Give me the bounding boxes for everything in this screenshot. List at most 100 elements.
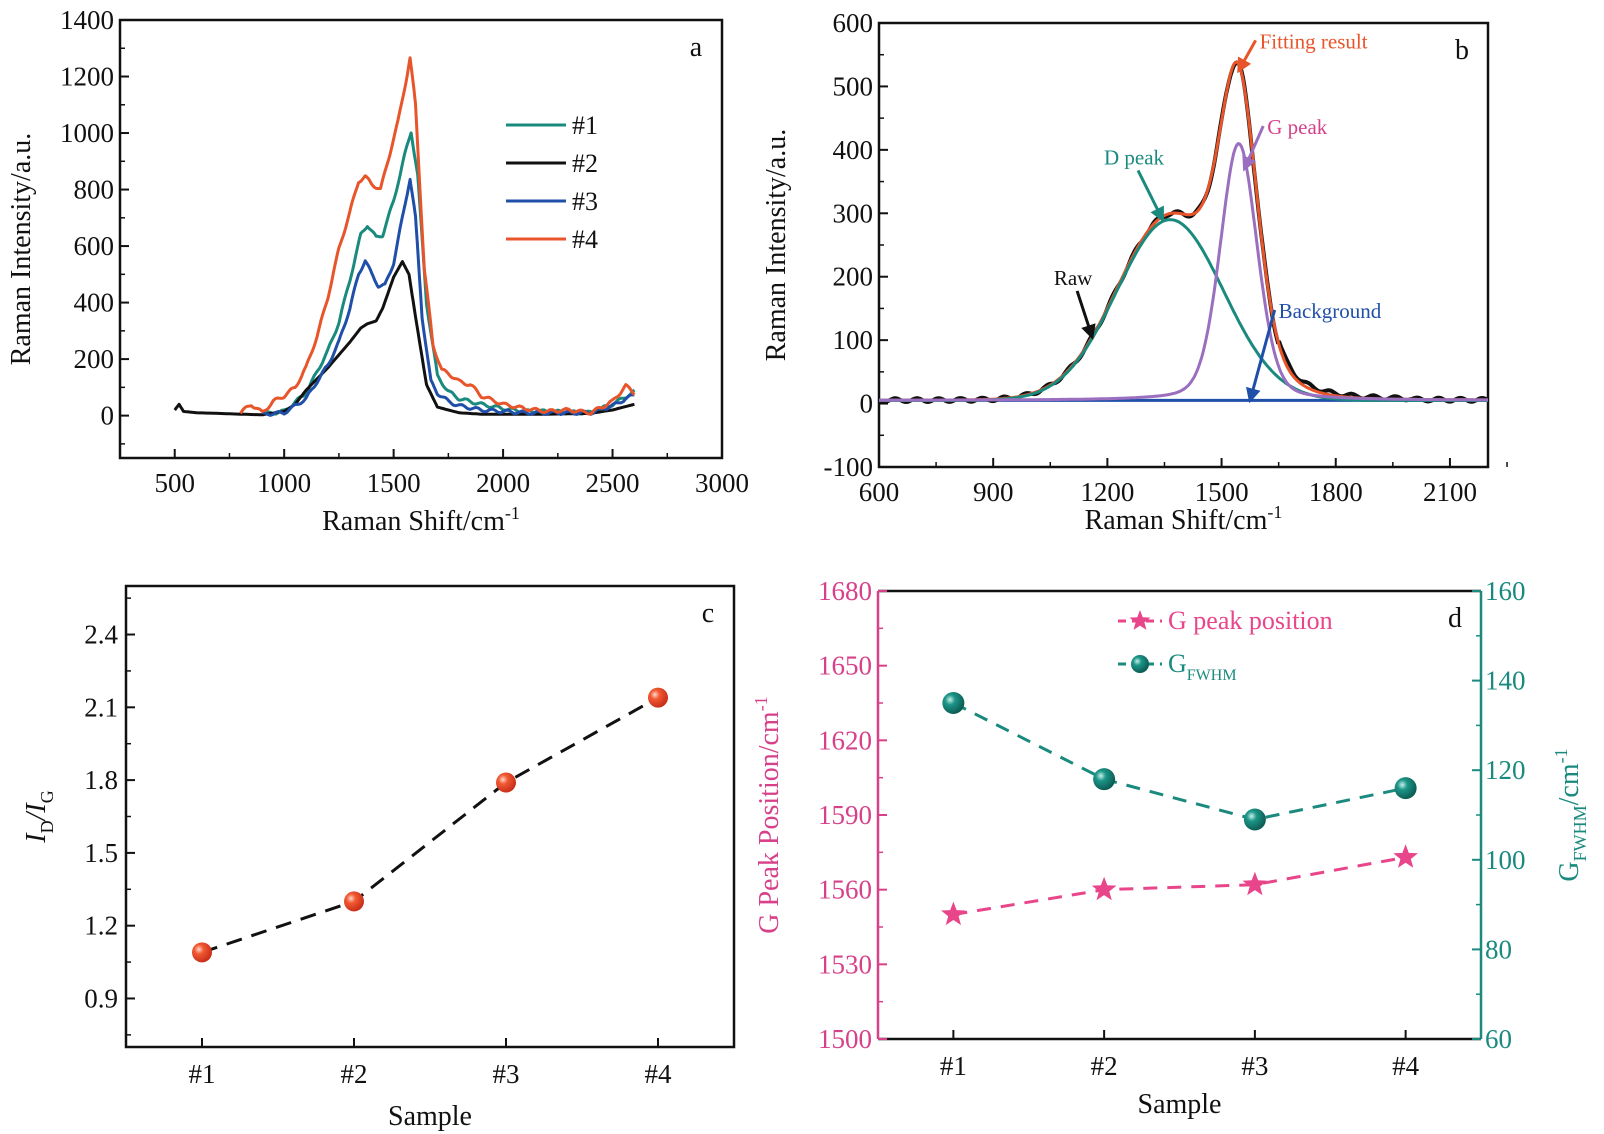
- panel-b-peak-fitting: 600 900 1200 1500 1800 2100 -100 0 100 200 300 400 5…: [761, 8, 1508, 536]
- y-tick-label: 0: [101, 401, 115, 431]
- x-axis-title: Raman Shift/cm-1: [322, 503, 520, 537]
- y-tick-label: 2.4: [84, 620, 118, 650]
- y-tick-label: 600: [74, 231, 115, 261]
- g-peak-position-point: [1091, 876, 1117, 901]
- y-tick-label: 1.5: [84, 838, 118, 868]
- data-point-sample-2: [344, 891, 364, 912]
- y-axis-title: ID/IG: [21, 790, 57, 843]
- right-y-tick-label: 80: [1485, 934, 1512, 964]
- y-axis-title-sub: D: [37, 820, 57, 833]
- series-line-sample-3: [262, 177, 635, 417]
- annotation-arrow: [1075, 290, 1096, 340]
- g-fwhm-point: [1394, 777, 1417, 800]
- x-tick-label: 1200: [1080, 477, 1134, 507]
- legend-sphere-icon: [1131, 655, 1149, 673]
- y-tick-label: 1000: [60, 118, 114, 148]
- y-tick-label: 1400: [60, 5, 114, 35]
- right-y-axis-title-sub: FWHM: [1570, 805, 1590, 861]
- panel-letter: c: [702, 598, 714, 629]
- data-point-sample-3: [496, 772, 516, 793]
- data-point-sample-4: [648, 687, 668, 708]
- y-axis-title-i: /I: [21, 802, 52, 823]
- x-tick-label: #3: [493, 1059, 520, 1089]
- g-peak-line: [879, 141, 1488, 402]
- y-tick-label: 1.2: [84, 911, 118, 941]
- legend-label: #2: [572, 149, 598, 178]
- legend-star-icon: [1129, 610, 1151, 630]
- right-y-tick-label: 140: [1485, 666, 1526, 696]
- panel-letter: b: [1455, 35, 1469, 66]
- annotation-arrow: [1242, 125, 1265, 172]
- left-y-axis-title-sup: -1: [751, 696, 771, 711]
- x-axis-title: Sample: [1138, 1089, 1222, 1120]
- left-y-tick-label: 1590: [818, 800, 872, 830]
- right-y-tick-label: 100: [1485, 845, 1526, 875]
- x-axis-title-sup: -1: [1267, 502, 1282, 522]
- y-tick-label: 300: [833, 198, 874, 228]
- x-tick-label: 2000: [476, 468, 530, 498]
- y-tick-label: -100: [824, 452, 874, 482]
- y-tick-label: 600: [833, 8, 874, 38]
- g-peak-position-point: [1393, 844, 1418, 868]
- annotation-label: D peak: [1104, 145, 1165, 169]
- g-fwhm-point: [1093, 768, 1116, 791]
- y-tick-label: 0.9: [84, 983, 118, 1013]
- x-tick-label: #1: [940, 1051, 967, 1081]
- series-line-sample-4: [239, 56, 636, 416]
- raw-spectrum-line: [878, 60, 1489, 405]
- x-tick-label: #1: [189, 1059, 216, 1089]
- legend-label: #4: [572, 225, 598, 254]
- annotation-label: Background: [1279, 299, 1382, 323]
- right-y-tick-label: 160: [1485, 576, 1526, 606]
- y-tick-label: 100: [833, 325, 874, 355]
- legend-label-sub: FWHM: [1187, 667, 1237, 684]
- y-tick-label: 400: [74, 288, 115, 318]
- y-tick-label: 1200: [60, 62, 114, 92]
- annotation-arrow: [1237, 39, 1257, 74]
- right-y-axis-title: GFWHM/cm-1: [1551, 748, 1590, 881]
- y-tick-label: 1.8: [84, 765, 118, 795]
- legend-label: #3: [572, 187, 598, 216]
- g-peak-position-point: [1242, 871, 1268, 896]
- y-axis-title: Raman Intensity/a.u.: [761, 129, 792, 362]
- g-peak-position-point: [941, 901, 966, 926]
- plot-frame: [124, 584, 736, 1049]
- trend-line: [201, 696, 659, 954]
- y-axis-title: Raman Intensity/a.u.: [6, 133, 37, 366]
- y-tick-label: 0: [860, 389, 874, 419]
- annotation-arrow: [1246, 309, 1277, 404]
- panel-letter: a: [690, 32, 703, 63]
- legend-label: #1: [572, 111, 598, 140]
- right-y-tick-label: 120: [1485, 755, 1526, 785]
- left-y-axis-title: G Peak Position/cm-1: [751, 696, 785, 933]
- x-axis-title-sup: -1: [505, 503, 520, 523]
- g-peak-position-line: [953, 855, 1406, 917]
- y-axis-title-sub: G: [37, 790, 57, 803]
- d-peak-line: [879, 218, 1488, 402]
- panel-d-g-peak-position-fwhm: #1 #2 #3 #4 1500 1530 1560 1590 1620 1650 1680 60 80…: [751, 576, 1590, 1120]
- g-fwhm-point: [942, 692, 965, 714]
- annotation-label: Raw: [1054, 266, 1093, 290]
- g-fwhm-line: [952, 701, 1406, 822]
- x-tick-label: 600: [859, 477, 900, 507]
- y-tick-label: 200: [74, 344, 115, 374]
- x-tick-label: #4: [645, 1059, 673, 1089]
- x-tick-label: #2: [341, 1059, 368, 1089]
- fitting-result-line: [879, 60, 1488, 402]
- y-tick-label: 500: [833, 71, 874, 101]
- annotation-arrow: [1136, 169, 1164, 223]
- series-line-sample-1: [261, 131, 636, 417]
- left-y-tick-label: 1500: [818, 1024, 872, 1054]
- x-axis-title: Raman Shift/cm-1: [1085, 502, 1283, 536]
- plot-frame: [118, 18, 724, 460]
- y-tick-label: 400: [833, 135, 874, 165]
- x-tick-label: #3: [1241, 1051, 1268, 1081]
- annotation-label: G peak: [1267, 115, 1328, 139]
- y-tick-label: 200: [833, 262, 874, 292]
- x-tick-label: 1500: [367, 468, 421, 498]
- right-y-axis-title-tail: /cm: [1554, 763, 1585, 805]
- y-tick-label: 800: [74, 175, 115, 205]
- right-y-axis-title-sup: -1: [1551, 748, 1571, 763]
